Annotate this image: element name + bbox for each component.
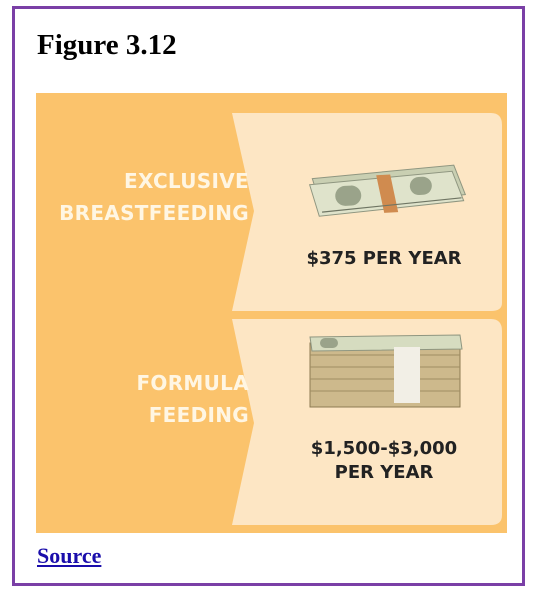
panel-formula: FORMULA FEEDING $1,500-$3,000 PER YEAR <box>36 315 507 533</box>
source-link[interactable]: Source <box>37 543 102 568</box>
panel-breastfeeding: EXCLUSIVE BREASTFEEDING $375 PER YEAR <box>36 93 507 313</box>
breastfeeding-label-line-2: BREASTFEEDING <box>59 201 249 225</box>
formula-label-line-2: FEEDING <box>148 403 249 427</box>
breastfeeding-price: $375 PER YEAR <box>272 247 496 271</box>
formula-label: FORMULA FEEDING <box>136 367 249 431</box>
formula-label-line-1: FORMULA <box>136 371 249 395</box>
cost-infographic: EXCLUSIVE BREASTFEEDING $375 PER YEAR <box>36 93 507 533</box>
figure-title: Figure 3.12 <box>37 29 177 61</box>
breastfeeding-label: EXCLUSIVE BREASTFEEDING <box>59 165 249 229</box>
figure-frame: Figure 3.12 EXCLUSIVE BREASTFEEDING <box>12 6 525 586</box>
formula-price: $1,500-$3,000 PER YEAR <box>272 437 496 485</box>
panel-formula-shape <box>232 319 502 525</box>
formula-price-line-2: PER YEAR <box>334 462 434 483</box>
breastfeeding-label-line-1: EXCLUSIVE <box>123 169 249 193</box>
formula-price-line-1: $1,500-$3,000 <box>310 438 458 459</box>
breastfeeding-price-line-1: $375 PER YEAR <box>306 248 462 269</box>
